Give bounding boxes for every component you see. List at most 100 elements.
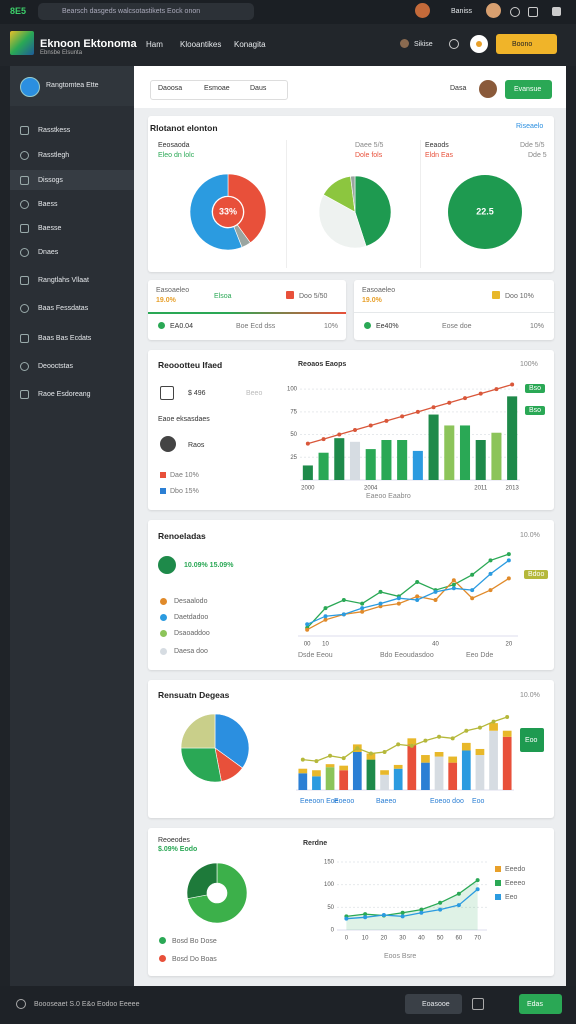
point bbox=[494, 387, 499, 392]
legend-text: Dae 10% bbox=[170, 472, 199, 479]
app-title: Eknoon Ektonoma bbox=[40, 38, 137, 50]
sidebar-item[interactable]: Baess bbox=[38, 201, 58, 208]
icon bbox=[158, 556, 176, 574]
legend-text: Bosd Do Boas bbox=[172, 956, 217, 963]
bar bbox=[421, 755, 430, 763]
nav-icon bbox=[20, 176, 29, 185]
footer-button[interactable] bbox=[405, 994, 462, 1014]
line bbox=[306, 553, 510, 629]
point bbox=[491, 719, 496, 724]
point bbox=[378, 589, 383, 594]
nav-item[interactable]: Ham bbox=[146, 40, 163, 49]
bar bbox=[298, 773, 308, 790]
tab[interactable]: Daus bbox=[250, 85, 267, 92]
bar bbox=[434, 756, 444, 790]
avatar[interactable] bbox=[486, 3, 501, 18]
donut-chart bbox=[186, 862, 248, 924]
point bbox=[447, 400, 452, 405]
icon[interactable] bbox=[528, 7, 538, 17]
point bbox=[450, 736, 455, 741]
sidebar-item[interactable]: Dissogs bbox=[38, 177, 63, 184]
active-item bbox=[10, 170, 134, 190]
sidebar-item[interactable]: Rasstkess bbox=[38, 127, 71, 134]
nav-icon bbox=[20, 304, 29, 313]
bar bbox=[475, 748, 485, 756]
footer bbox=[0, 986, 576, 1024]
slice bbox=[448, 175, 522, 249]
slice bbox=[187, 862, 248, 924]
profile-name: Rangtomtea Ette bbox=[46, 82, 99, 89]
kpi-dot bbox=[364, 322, 371, 329]
slice bbox=[189, 173, 243, 251]
y-tick-label: 100 bbox=[324, 882, 335, 888]
x-tick-label: 10 bbox=[322, 642, 329, 648]
legend-text: Eeo bbox=[505, 894, 518, 901]
sidebar-item[interactable]: Rangtlahs Vllaat bbox=[38, 277, 89, 284]
point bbox=[396, 601, 401, 606]
search-box[interactable] bbox=[38, 3, 254, 20]
avatar[interactable] bbox=[415, 3, 430, 18]
icon[interactable] bbox=[552, 7, 561, 16]
kpi-footer: 10% bbox=[324, 323, 339, 330]
kpi-title: Easoaeleo bbox=[362, 287, 396, 294]
nav-item[interactable]: Klooantikes bbox=[180, 40, 222, 49]
slice bbox=[227, 173, 267, 244]
toolbar-button[interactable] bbox=[505, 80, 552, 99]
tag: Bdoo bbox=[524, 570, 549, 579]
tab[interactable]: Daoosa bbox=[158, 85, 183, 92]
point bbox=[360, 609, 365, 614]
chart-caption: Eoo bbox=[472, 798, 485, 805]
avatar[interactable] bbox=[479, 80, 497, 98]
footer-button[interactable] bbox=[519, 994, 562, 1014]
card-title: Renoeladas bbox=[158, 531, 206, 541]
bar bbox=[312, 776, 321, 790]
sidebar-item[interactable]: Baas Fessdatas bbox=[38, 305, 89, 312]
x-tick-label: 00 bbox=[304, 642, 311, 648]
sidebar-item[interactable]: Deooctstas bbox=[38, 363, 74, 370]
search-text: Bearsch dasgeds walcsotastikets Eock ono… bbox=[62, 8, 201, 15]
chart-caption: Eaeoo Eaabro bbox=[366, 493, 411, 500]
point bbox=[423, 738, 428, 743]
sidebar-item[interactable]: Dnaes bbox=[38, 249, 59, 256]
point bbox=[341, 598, 346, 602]
point bbox=[506, 576, 511, 581]
panel-subtitle: Eleo dn lolc bbox=[158, 152, 195, 159]
bar bbox=[475, 755, 485, 790]
bar bbox=[397, 440, 408, 480]
user-name: Baniss bbox=[451, 8, 473, 15]
nav-item[interactable]: Konagita bbox=[234, 40, 266, 49]
point bbox=[463, 396, 467, 401]
panel-stat: Dde 5/5 bbox=[520, 142, 545, 149]
kpi-title: Easoaeleo bbox=[156, 287, 190, 294]
y-tick-label: 75 bbox=[290, 409, 297, 415]
chart-caption: Eoos Bsre bbox=[384, 953, 417, 960]
kpi-card bbox=[148, 280, 346, 340]
sidebar-item[interactable]: Baesse bbox=[38, 225, 62, 232]
bar bbox=[407, 744, 417, 790]
kpi-icon-text: Doo 5/50 bbox=[299, 293, 328, 300]
sidebar-item[interactable]: Rasstlegh bbox=[38, 152, 70, 159]
bar bbox=[502, 730, 512, 737]
bar bbox=[298, 768, 308, 774]
point bbox=[451, 586, 456, 591]
kpi-icon bbox=[492, 291, 500, 299]
tab[interactable]: Esmoae bbox=[204, 85, 230, 92]
legend-swatch bbox=[160, 472, 166, 478]
bar bbox=[339, 765, 349, 771]
sidebar-item[interactable]: Raoe Esdoreang bbox=[38, 391, 91, 398]
card-link[interactable]: Riseaelo bbox=[516, 123, 544, 130]
header-button[interactable] bbox=[496, 34, 557, 54]
legend-swatch bbox=[160, 488, 166, 494]
kpi-card bbox=[354, 280, 554, 340]
bar bbox=[461, 750, 471, 790]
x-tick-label: 60 bbox=[456, 936, 463, 942]
center-label: 22.5 bbox=[476, 206, 494, 216]
sidebar-item[interactable]: Baas Bas Ecdats bbox=[38, 335, 92, 342]
chart-note: 10.0% bbox=[520, 532, 540, 539]
icon[interactable] bbox=[510, 7, 520, 17]
icon[interactable] bbox=[472, 998, 484, 1010]
chart-note: 100% bbox=[520, 361, 538, 368]
area bbox=[346, 880, 478, 930]
slice bbox=[180, 747, 222, 783]
refresh-icon[interactable] bbox=[449, 39, 459, 49]
